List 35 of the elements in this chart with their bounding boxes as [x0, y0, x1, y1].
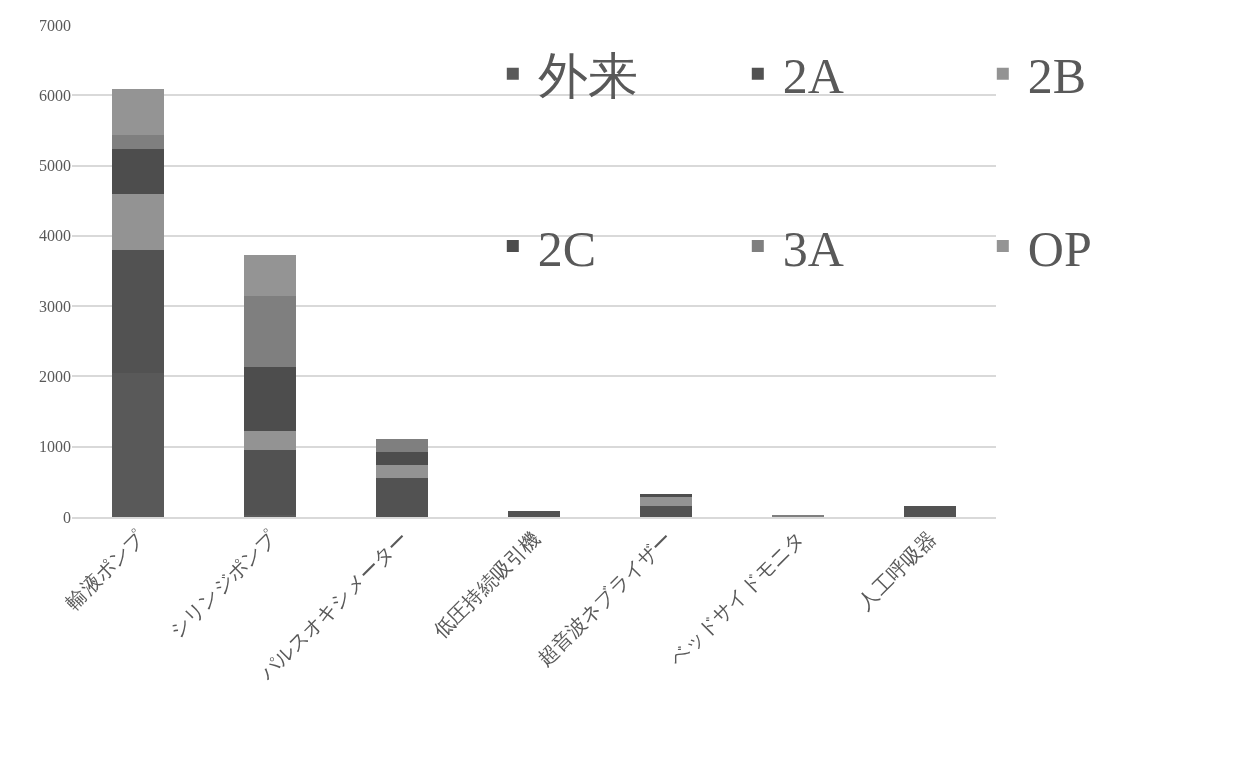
- y-tick-label: 0: [63, 508, 71, 526]
- bar: [111, 193, 165, 250]
- y-tick-label: 2000: [39, 368, 71, 386]
- bar: [243, 367, 297, 432]
- legend-label: 2A: [782, 48, 844, 105]
- bar: [507, 510, 561, 517]
- bar: [243, 450, 297, 515]
- bar: [243, 431, 297, 451]
- bar: [243, 254, 297, 297]
- y-tick-label: 1000: [39, 438, 71, 456]
- legend-label: OP: [1027, 220, 1092, 277]
- bar: [375, 451, 429, 465]
- x-tick-label: 輸液ポンプ: [61, 526, 149, 614]
- y-tick-label: 7000: [39, 16, 71, 34]
- bar: [111, 149, 165, 194]
- bar: [639, 506, 693, 517]
- bar: [375, 438, 429, 452]
- bar: [111, 135, 165, 150]
- x-tick-label: シリンジポンプ: [165, 526, 281, 642]
- y-tick-label: 3000: [39, 297, 71, 315]
- bar: [243, 296, 297, 368]
- bar: [375, 478, 429, 517]
- x-tick-label: 低圧持続吸引機: [429, 527, 544, 642]
- x-tick-label: 人工呼吸器: [853, 527, 940, 614]
- bar: [375, 464, 429, 479]
- bar: [639, 497, 693, 507]
- y-tick-label: 6000: [39, 86, 71, 104]
- legend-label: 外来: [537, 48, 638, 105]
- y-tick-label: 4000: [39, 227, 71, 245]
- y-tick-label: 5000: [39, 157, 71, 175]
- legend-label: 2B: [1027, 48, 1087, 105]
- bar: [111, 88, 165, 136]
- legend-label: 2C: [537, 220, 597, 277]
- legend-label: 3A: [782, 220, 844, 277]
- bar: [903, 505, 957, 517]
